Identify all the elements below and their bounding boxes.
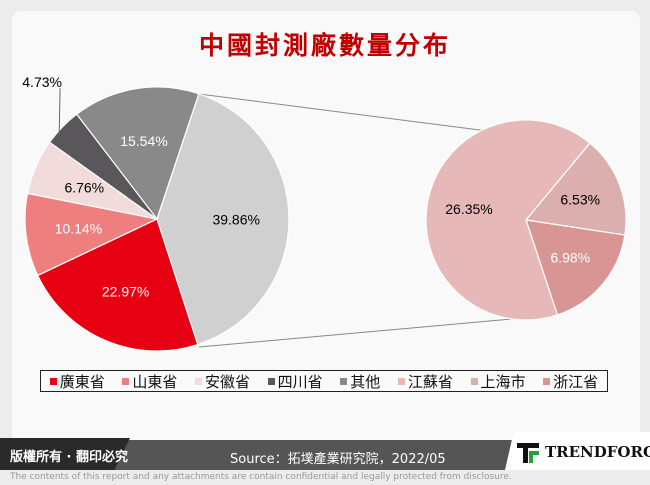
legend-label: 四川省 (277, 372, 323, 391)
legend-swatch (543, 377, 551, 385)
source-text: Source：拓墣產業研究院，2022/05 (230, 452, 446, 467)
primary-slice (24, 192, 159, 277)
copyright-text: 版權所有 · 翻印必究 (10, 450, 128, 465)
legend-item: 江蘇省 (397, 371, 453, 392)
secondary-slice (524, 142, 627, 236)
legend-swatch (470, 377, 478, 385)
footer-left-tab (0, 438, 130, 470)
secondary-slice (525, 219, 626, 316)
secondary-slice (425, 119, 591, 321)
legend-label: 山東省 (132, 372, 178, 391)
legend-label: 浙江省 (553, 372, 599, 391)
legend-swatch (49, 377, 57, 385)
legend-label: 廣東省 (59, 372, 105, 391)
legend-item: 上海市 (470, 371, 526, 392)
primary-slice (156, 93, 290, 346)
disclaimer-text: The contents of this report and any atta… (10, 472, 512, 482)
secondary-data-label: 26.35% (445, 201, 492, 217)
legend-swatch (195, 377, 203, 385)
legend-swatch (122, 377, 130, 385)
legend-item: 安徽省 (195, 371, 250, 392)
primary-data-label: 6.76% (64, 180, 104, 196)
primary-data-label: 4.73% (22, 74, 62, 90)
primary-slice (36, 218, 199, 352)
primary-slice (75, 86, 200, 221)
legend-swatch (397, 377, 405, 385)
secondary-data-label: 6.98% (550, 249, 590, 265)
primary-data-label: 39.86% (212, 211, 259, 227)
primary-data-label: 10.14% (55, 221, 102, 237)
legend-item: 其他 (340, 371, 380, 392)
legend-label: 江蘇省 (407, 372, 453, 391)
legend-item: 浙江省 (543, 371, 598, 392)
legend-item: 山東省 (122, 371, 177, 392)
legend-swatch (340, 377, 348, 385)
chart-legend: 廣東省 山東省 安徽省 四川省 其他 江蘇省 上海市 浙江省 (40, 370, 608, 392)
primary-data-label: 22.97% (102, 284, 149, 300)
connector-line-bottom (198, 314, 558, 348)
brand-name: TRENDFORCE (545, 443, 650, 461)
legend-item: 四川省 (267, 371, 323, 392)
legend-label: 其他 (350, 372, 381, 391)
secondary-data-label: 6.53% (560, 191, 600, 207)
legend-swatch (267, 377, 275, 385)
legend-label: 安徽省 (205, 372, 251, 391)
leader-line (58, 88, 61, 136)
legend-item: 廣東省 (49, 371, 105, 392)
chart-title: 中國封測廠數量分布 (198, 31, 451, 60)
legend-label: 上海市 (480, 372, 526, 391)
trendforce-logo-icon (517, 443, 539, 463)
primary-data-label: 15.54% (120, 133, 167, 149)
